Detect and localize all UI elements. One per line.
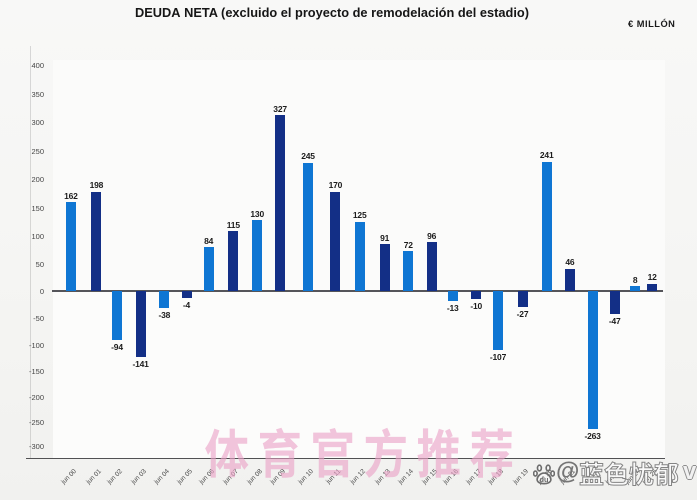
svg-text:du: du	[540, 475, 549, 484]
